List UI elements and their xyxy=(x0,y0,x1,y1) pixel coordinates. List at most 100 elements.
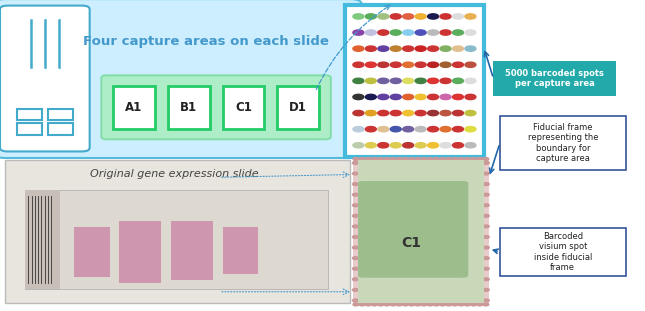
Circle shape xyxy=(428,143,439,148)
Text: 5000 barcoded spots
per capture area: 5000 barcoded spots per capture area xyxy=(505,69,604,88)
Circle shape xyxy=(453,110,464,116)
Circle shape xyxy=(353,110,364,116)
Circle shape xyxy=(353,278,359,281)
FancyBboxPatch shape xyxy=(277,86,319,129)
Circle shape xyxy=(390,62,401,67)
Circle shape xyxy=(378,62,389,67)
Circle shape xyxy=(415,143,426,148)
Circle shape xyxy=(353,172,359,175)
Circle shape xyxy=(483,303,489,306)
FancyBboxPatch shape xyxy=(48,109,73,120)
Circle shape xyxy=(396,157,402,160)
Circle shape xyxy=(415,62,426,67)
Circle shape xyxy=(477,157,482,160)
Circle shape xyxy=(440,94,451,100)
Text: Barcoded
visium spot
inside fiducial
frame: Barcoded visium spot inside fiducial fra… xyxy=(533,232,592,272)
Circle shape xyxy=(402,14,413,19)
Circle shape xyxy=(484,257,489,259)
Circle shape xyxy=(353,46,364,51)
Circle shape xyxy=(390,127,401,132)
Circle shape xyxy=(440,46,451,51)
Circle shape xyxy=(365,78,376,83)
FancyBboxPatch shape xyxy=(74,227,110,277)
Circle shape xyxy=(378,143,389,148)
Circle shape xyxy=(484,193,489,196)
Circle shape xyxy=(465,110,476,116)
Circle shape xyxy=(365,30,376,35)
Circle shape xyxy=(372,303,377,306)
Circle shape xyxy=(465,62,476,67)
Circle shape xyxy=(415,94,426,100)
Circle shape xyxy=(453,30,464,35)
Circle shape xyxy=(477,303,482,306)
Circle shape xyxy=(415,78,426,83)
FancyBboxPatch shape xyxy=(0,6,90,151)
Circle shape xyxy=(353,299,359,302)
Circle shape xyxy=(353,214,359,217)
Circle shape xyxy=(402,46,413,51)
Circle shape xyxy=(484,236,489,238)
Circle shape xyxy=(453,62,464,67)
Circle shape xyxy=(453,14,464,19)
Circle shape xyxy=(458,157,464,160)
Circle shape xyxy=(484,183,489,185)
Circle shape xyxy=(409,303,415,306)
FancyBboxPatch shape xyxy=(119,221,161,283)
Circle shape xyxy=(378,94,389,100)
Circle shape xyxy=(378,157,384,160)
FancyBboxPatch shape xyxy=(500,116,626,170)
Circle shape xyxy=(353,267,359,270)
Circle shape xyxy=(402,94,413,100)
Circle shape xyxy=(465,46,476,51)
Circle shape xyxy=(452,157,458,160)
Circle shape xyxy=(353,236,359,238)
Circle shape xyxy=(359,303,365,306)
Circle shape xyxy=(353,225,359,228)
Circle shape xyxy=(378,110,389,116)
Circle shape xyxy=(440,62,451,67)
Circle shape xyxy=(353,246,359,249)
Circle shape xyxy=(453,94,464,100)
Circle shape xyxy=(402,30,413,35)
Circle shape xyxy=(365,46,376,51)
Circle shape xyxy=(378,46,389,51)
Circle shape xyxy=(365,127,376,132)
FancyBboxPatch shape xyxy=(168,86,210,129)
Circle shape xyxy=(415,30,426,35)
Circle shape xyxy=(409,157,415,160)
Circle shape xyxy=(484,289,489,291)
Circle shape xyxy=(453,46,464,51)
Circle shape xyxy=(353,143,364,148)
Circle shape xyxy=(353,30,364,35)
Circle shape xyxy=(415,14,426,19)
Circle shape xyxy=(440,127,451,132)
Circle shape xyxy=(365,143,376,148)
Circle shape xyxy=(440,30,451,35)
Circle shape xyxy=(390,30,401,35)
FancyBboxPatch shape xyxy=(25,190,60,289)
Circle shape xyxy=(353,183,359,185)
Circle shape xyxy=(378,127,389,132)
Circle shape xyxy=(353,62,364,67)
Circle shape xyxy=(440,110,451,116)
FancyBboxPatch shape xyxy=(17,109,41,120)
Circle shape xyxy=(428,46,439,51)
Circle shape xyxy=(427,157,433,160)
FancyBboxPatch shape xyxy=(358,181,468,278)
FancyBboxPatch shape xyxy=(171,221,213,280)
Circle shape xyxy=(471,157,477,160)
Circle shape xyxy=(415,127,426,132)
Text: A1: A1 xyxy=(125,101,143,114)
FancyBboxPatch shape xyxy=(500,228,626,276)
FancyBboxPatch shape xyxy=(353,158,489,306)
Circle shape xyxy=(365,110,376,116)
Circle shape xyxy=(440,157,446,160)
Circle shape xyxy=(353,14,364,19)
FancyBboxPatch shape xyxy=(25,190,328,289)
Circle shape xyxy=(402,78,413,83)
Circle shape xyxy=(428,110,439,116)
Text: C1: C1 xyxy=(235,101,252,114)
Circle shape xyxy=(452,303,458,306)
Circle shape xyxy=(484,225,489,228)
Text: Fiducial frame
representing the
boundary for
capture area: Fiducial frame representing the boundary… xyxy=(528,123,598,163)
